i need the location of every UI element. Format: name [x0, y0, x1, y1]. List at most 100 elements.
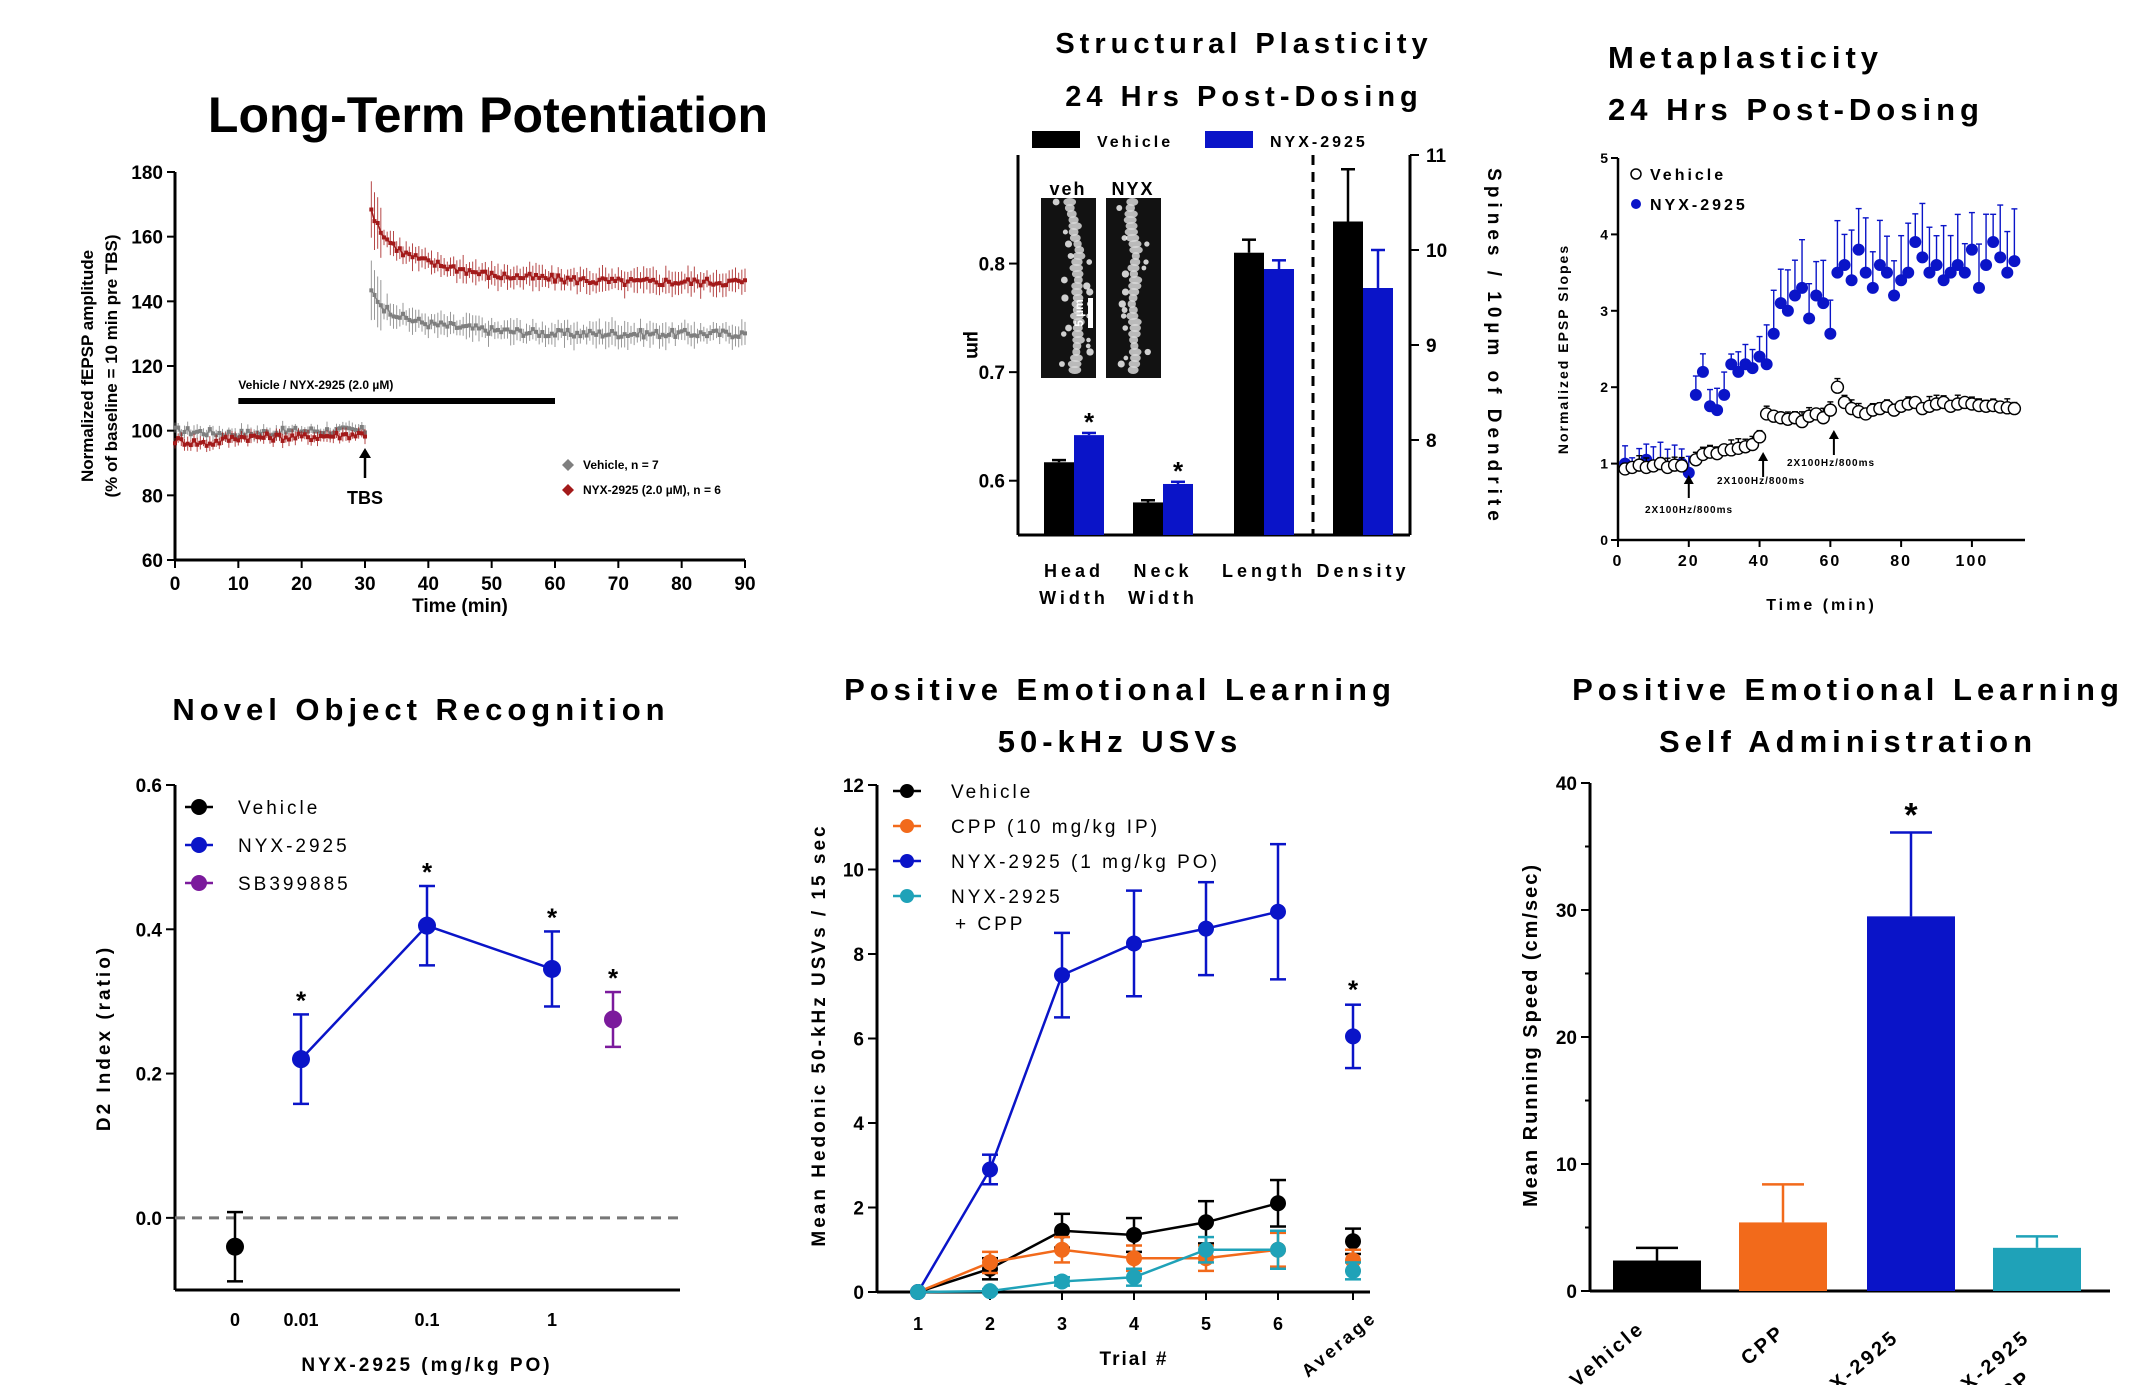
stim-label: 2X100Hz/800ms — [1787, 458, 1875, 469]
meta-point-filled — [1937, 274, 1950, 287]
legend-label: Vehicle — [951, 782, 1033, 803]
ltp-point — [537, 333, 542, 338]
ltp-point — [619, 278, 624, 283]
ltp-point — [534, 329, 538, 334]
ltp-point — [546, 277, 551, 282]
ltp-point — [708, 331, 713, 336]
meta-point-filled — [1824, 327, 1837, 340]
ltp-point — [454, 325, 459, 330]
usv-average-point — [1345, 1028, 1361, 1045]
legend-marker — [900, 819, 914, 833]
ltp-point — [176, 436, 181, 441]
usv-average-point — [1345, 1233, 1361, 1250]
ltp-point — [407, 252, 412, 257]
y-tick-label: 2 — [1600, 379, 1608, 395]
significance-star: * — [1173, 456, 1184, 486]
ltp-point — [676, 330, 681, 335]
ltp-point — [594, 332, 599, 337]
ltp-point — [239, 428, 244, 433]
x-tick-label: 60 — [1819, 553, 1841, 570]
usv-subtitle: 50-kHz USVs — [998, 724, 1243, 759]
ltp-point — [369, 207, 374, 212]
ltp-point — [176, 425, 181, 430]
y-tick-label: 0.6 — [136, 776, 162, 797]
dendrite-segment — [1129, 258, 1141, 266]
dendrite-spine — [1059, 361, 1065, 367]
dendrite-segment — [1073, 240, 1082, 248]
ltp-point — [315, 429, 320, 434]
y-tick-label: 10 — [843, 861, 864, 882]
usv-point — [1126, 1226, 1142, 1243]
meta-point-filled — [1732, 365, 1745, 378]
ltp-point — [375, 299, 380, 304]
legend-swatch — [1205, 131, 1253, 148]
bar — [1867, 916, 1955, 1291]
stim-arrow-head — [1758, 452, 1769, 461]
dendrite-segment — [1071, 258, 1083, 266]
legend-label: Vehicle — [238, 798, 320, 819]
ltp-point — [486, 331, 491, 336]
x-tick-label: 50 — [481, 574, 502, 595]
meta-point-open — [1675, 459, 1689, 473]
ltp-point — [492, 273, 497, 278]
ltp-point — [271, 438, 276, 443]
ltp-point — [724, 283, 728, 288]
ltp-point — [201, 439, 206, 444]
ltp-point — [359, 424, 364, 429]
dendrite-spine — [1121, 235, 1128, 241]
ltp-point — [660, 332, 665, 337]
scale-label: 5 µm — [1072, 299, 1086, 327]
dendrite-segment — [1126, 312, 1139, 320]
ltp-point — [540, 273, 545, 278]
ltp-point — [625, 279, 630, 284]
y-axis-label: Mean Running Speed (cm/sec) — [1520, 863, 1542, 1207]
ltp-point — [689, 333, 694, 338]
ltp-point — [299, 434, 304, 439]
meta-point-filled — [1958, 266, 1971, 279]
nor-point — [226, 1237, 244, 1256]
ltp-point — [372, 292, 377, 297]
ltp-point — [730, 278, 735, 283]
dendrite-segment — [1128, 330, 1141, 338]
significance-star: * — [1904, 797, 1918, 835]
y-tick-label: 180 — [131, 163, 163, 184]
ltp-point — [397, 246, 402, 251]
ltp-point — [556, 328, 561, 333]
meta-point-filled — [1930, 258, 1943, 271]
ltp-point — [489, 270, 494, 275]
ltp-point — [274, 432, 279, 437]
ltp-point — [584, 333, 589, 338]
x-tick-label: 80 — [671, 574, 692, 595]
ltp-point — [315, 436, 320, 441]
meta-point-filled — [1803, 312, 1816, 325]
ltp-point — [489, 325, 494, 330]
ltp-point — [439, 320, 443, 325]
dendrite-spine — [1085, 343, 1091, 349]
dendrite-segment — [1129, 246, 1143, 254]
ltp-point — [635, 333, 640, 338]
usv-title: Positive Emotional Learning — [844, 672, 1396, 707]
y-tick-label: 100 — [131, 422, 163, 443]
selfadmin-title: Positive Emotional Learning — [1572, 672, 2124, 707]
x-tick-label: 20 — [291, 574, 312, 595]
ltp-point — [553, 333, 557, 338]
ltp-point — [581, 330, 586, 335]
ltp-point — [559, 277, 564, 282]
ltp-point — [565, 275, 570, 280]
ltp-point — [682, 327, 687, 332]
dendrite-spine — [1116, 205, 1123, 211]
y-tick-label: 0.8 — [979, 255, 1005, 276]
dendrite-spine — [1086, 348, 1094, 356]
meta-point-filled — [1916, 251, 1929, 264]
legend-marker — [562, 459, 574, 471]
dendrite-image — [1106, 198, 1161, 378]
ltp-point — [356, 430, 361, 435]
significance-star: * — [547, 902, 558, 932]
legend-label: SB399885 — [238, 874, 351, 895]
y-tick-label: 120 — [131, 357, 163, 378]
ltp-point — [467, 323, 472, 328]
y-tick-label: 60 — [142, 551, 163, 572]
ltp-point — [717, 332, 722, 337]
y-tick-label-right: 10 — [1426, 241, 1447, 262]
x-tick-label: 2 — [985, 1314, 995, 1334]
